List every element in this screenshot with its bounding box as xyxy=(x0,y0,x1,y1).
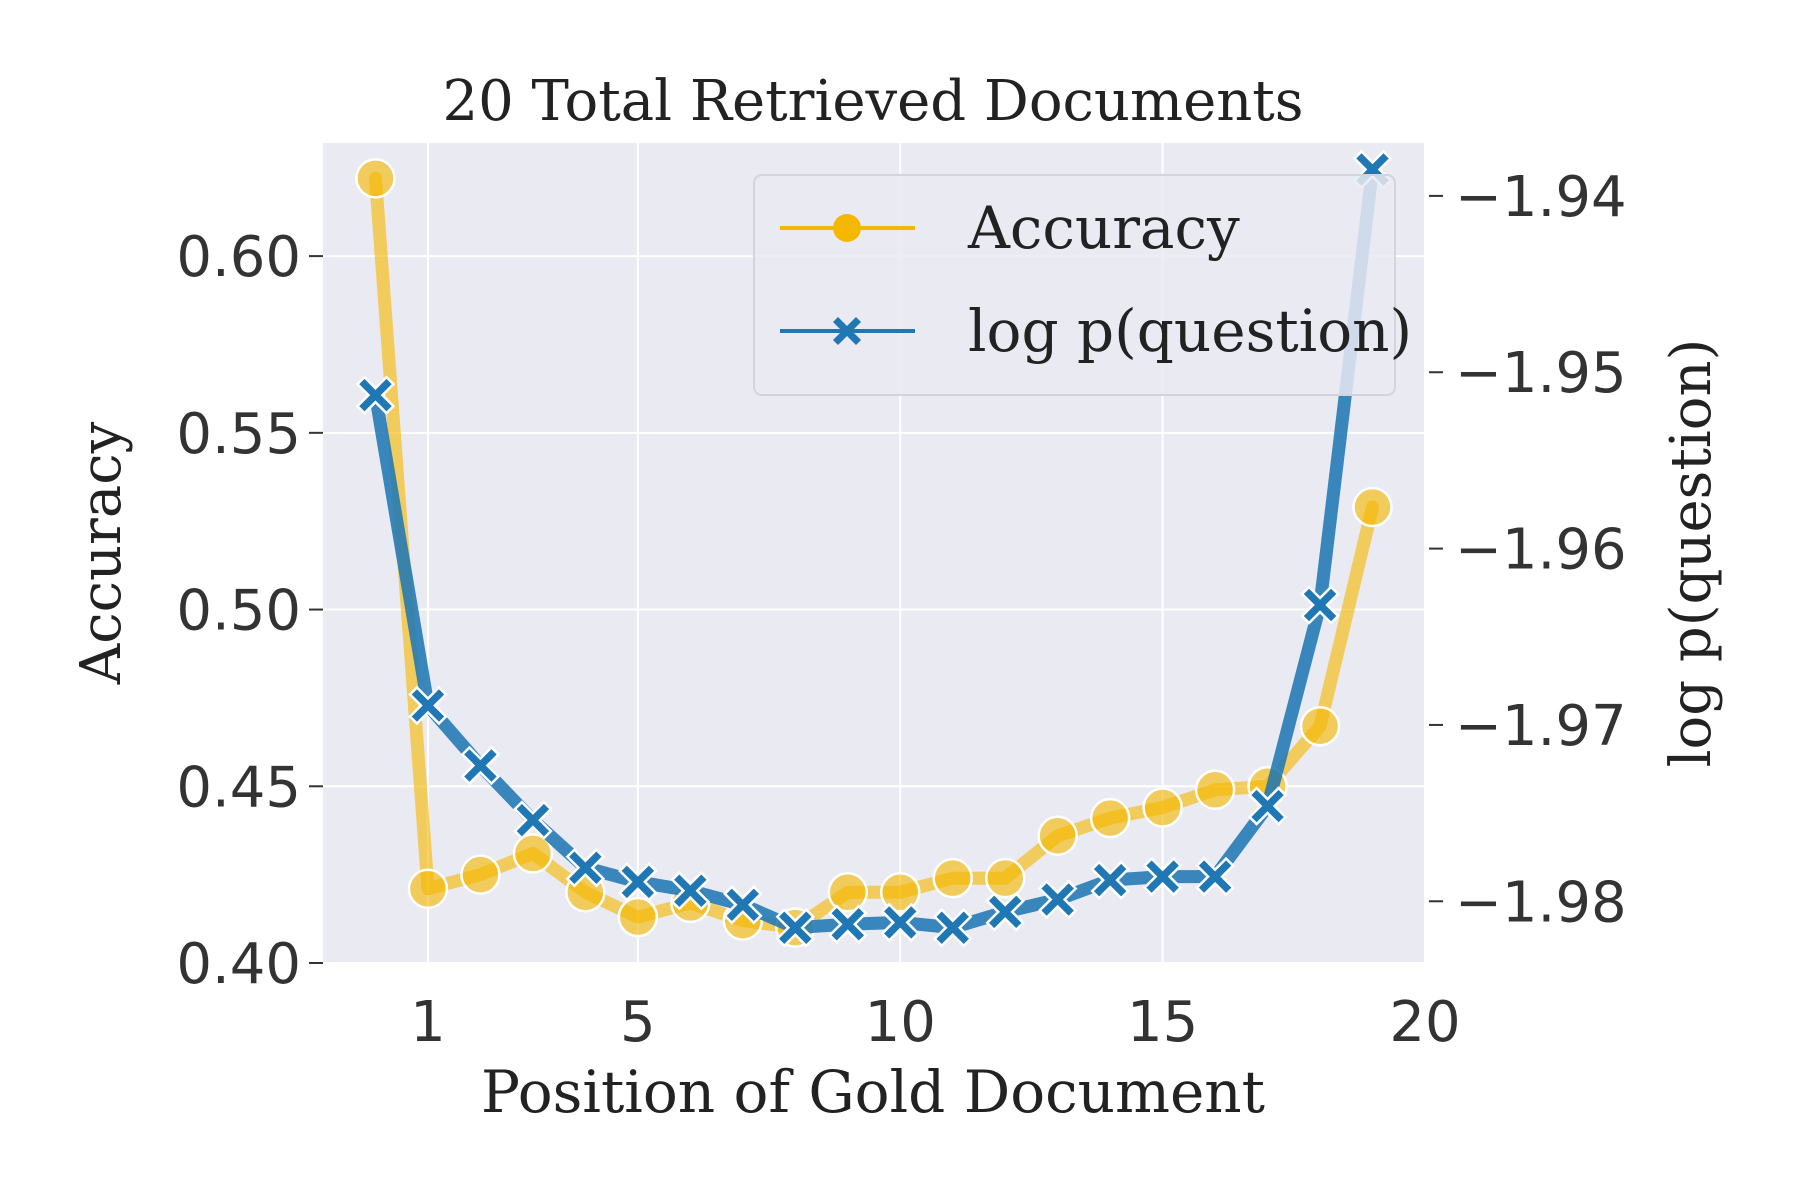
series-accuracy xyxy=(355,158,1393,948)
y-tick-label-left: 0.60 xyxy=(176,225,301,290)
x-tick-label: 15 xyxy=(1127,990,1198,1055)
data-point xyxy=(1037,879,1078,920)
x-tick-label: 20 xyxy=(1389,990,1460,1055)
legend-marker xyxy=(833,214,861,242)
data-point xyxy=(1142,787,1183,828)
data-point xyxy=(1037,815,1078,857)
data-point xyxy=(1352,486,1393,528)
data-point xyxy=(355,375,396,415)
x-tick-label: 1 xyxy=(410,990,446,1055)
data-point xyxy=(460,854,501,895)
legend-entries: Accuracy log p(question) xyxy=(780,194,1412,365)
data-point xyxy=(408,685,448,726)
data-point xyxy=(670,870,711,911)
x-tick-label: 10 xyxy=(865,990,936,1055)
legend: Accuracy log p(question) xyxy=(753,174,1412,396)
data-point xyxy=(407,868,449,910)
y-tick-label-right: −1.98 xyxy=(1455,870,1627,935)
data-point xyxy=(827,904,868,944)
legend-marker xyxy=(833,317,861,345)
data-point xyxy=(565,848,606,888)
y-tick-label-left: 0.50 xyxy=(176,579,301,644)
legend-label: log p(question) xyxy=(968,297,1412,365)
data-point xyxy=(1090,860,1130,900)
x-axis-label: Position of Gold Document xyxy=(481,1058,1265,1126)
axis-ticks: 1 5 10 15 200.400.450.500.550.60−1.98−1.97−1… xyxy=(176,165,1626,1055)
y-tick-label-right: −1.94 xyxy=(1455,165,1627,230)
y-axis-label-right-text: log p(question) xyxy=(1659,339,1724,768)
data-point xyxy=(1247,786,1288,826)
data-point xyxy=(827,872,869,913)
y-axis-label-left: Accuracy xyxy=(69,421,134,685)
data-point xyxy=(932,907,973,948)
data-point xyxy=(1142,856,1183,897)
y-tick-label-left: 0.55 xyxy=(176,402,301,467)
chart-title: 20 Total Retrieved Documents xyxy=(442,69,1303,134)
data-point xyxy=(355,158,396,199)
data-point xyxy=(512,833,554,874)
data-point xyxy=(1300,585,1340,625)
data-point xyxy=(775,907,816,948)
data-point xyxy=(1299,705,1341,747)
data-point xyxy=(984,857,1026,899)
data-point xyxy=(1194,769,1236,811)
data-point xyxy=(1195,856,1235,897)
y-axis-label-right: log p(question) xyxy=(1659,339,1724,768)
data-point xyxy=(617,896,659,938)
legend-entry: Accuracy xyxy=(780,194,1240,262)
data-point xyxy=(513,800,553,840)
data-point xyxy=(985,892,1025,932)
y-tick-label-right: −1.95 xyxy=(1455,341,1627,406)
series-log-p-question xyxy=(355,149,1393,948)
legend-label: Accuracy xyxy=(967,194,1240,262)
y-tick-label-left: 0.45 xyxy=(176,755,301,820)
data-point xyxy=(880,902,921,943)
y-tick-label-left: 0.40 xyxy=(176,932,301,997)
series-layer xyxy=(355,149,1393,948)
data-point xyxy=(618,862,658,902)
data-point xyxy=(1089,797,1131,839)
y-tick-label-right: −1.97 xyxy=(1455,694,1627,759)
data-point xyxy=(932,857,973,899)
data-point xyxy=(723,885,763,925)
x-tick-label: 5 xyxy=(620,990,656,1055)
y-tick-label-right: −1.96 xyxy=(1455,518,1627,583)
data-point xyxy=(460,745,501,786)
data-point xyxy=(879,872,921,913)
legend-entry: log p(question) xyxy=(780,297,1412,365)
